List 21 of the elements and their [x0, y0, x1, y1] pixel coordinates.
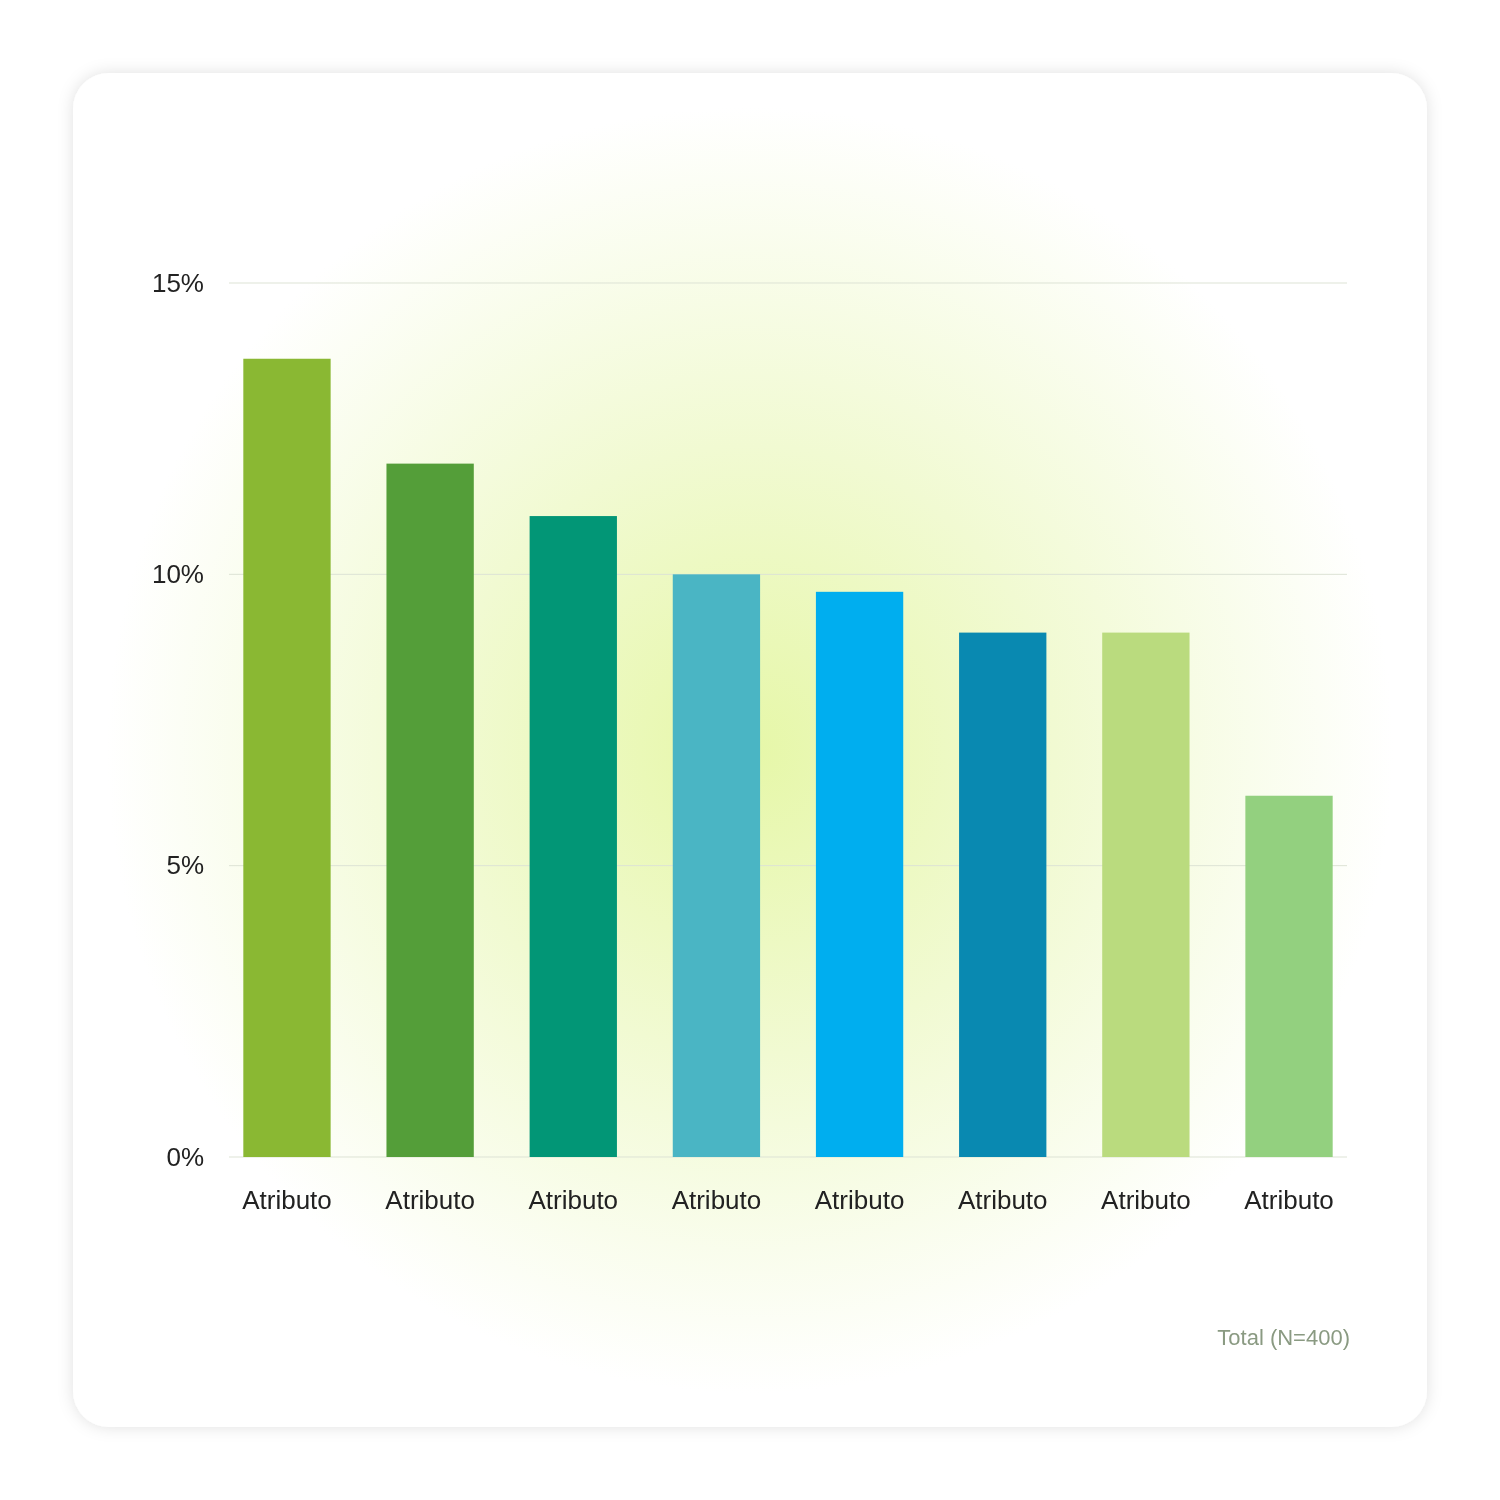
text: Total (N=400) — [1217, 1325, 1350, 1350]
bar — [815, 591, 904, 1157]
bar — [529, 516, 617, 1157]
x-tick-label: Atributo — [1101, 1185, 1191, 1215]
bar — [1245, 795, 1333, 1157]
x-tick-label: Atributo — [957, 1185, 1048, 1215]
x-tick-label: Atributo — [385, 1185, 475, 1215]
y-tick-label: 0% — [166, 1141, 204, 1172]
y-tick-label: 15% — [151, 267, 204, 298]
bar — [1102, 632, 1190, 1157]
x-tick-label: Atributo — [528, 1185, 619, 1215]
x-tick-label: Atributo — [814, 1185, 905, 1215]
x-tick-label: Atributo — [671, 1185, 762, 1215]
bar — [386, 463, 474, 1157]
x-tick-label: Atributo — [1244, 1185, 1334, 1215]
y-tick-label: 10% — [151, 559, 204, 590]
bar — [243, 358, 331, 1157]
x-tick-label: Atributo — [242, 1185, 332, 1215]
y-tick-label: 5% — [166, 850, 204, 881]
bar — [672, 574, 761, 1157]
bar — [959, 632, 1047, 1157]
